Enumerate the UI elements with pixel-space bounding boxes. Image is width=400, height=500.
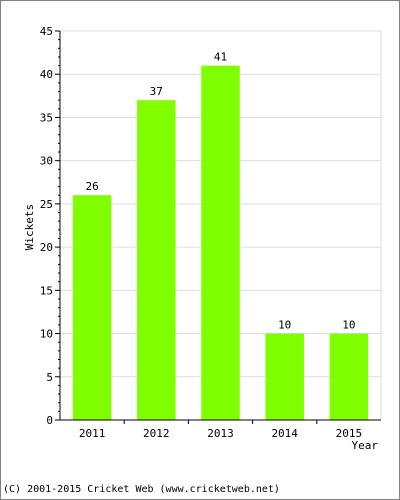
x-tick-label: 2014 <box>271 427 298 440</box>
bar <box>72 195 112 420</box>
y-tick-label: 5 <box>46 371 53 384</box>
y-axis-label: Wickets <box>23 204 36 250</box>
data-label: 10 <box>278 319 291 332</box>
x-tick-label: 2012 <box>143 427 170 440</box>
labels: 0 5 10 15 20 25 30 35 40 45 26 2011 37 2012 41 2013 10 20… <box>40 25 362 440</box>
data-label: 26 <box>85 180 98 193</box>
bar <box>201 65 240 421</box>
y-tick-label: 40 <box>40 68 53 81</box>
bar <box>137 100 176 421</box>
data-label: 37 <box>150 85 163 98</box>
y-tick-label: 20 <box>40 241 53 254</box>
x-tick-label: 2013 <box>207 427 234 440</box>
grid-lines <box>60 30 382 420</box>
data-label: 41 <box>214 51 227 64</box>
y-tick-label: 15 <box>40 284 53 297</box>
bar <box>265 333 304 420</box>
y-tick-label: 35 <box>40 111 53 124</box>
y-tick-label: 30 <box>40 155 53 168</box>
y-tick-label: 25 <box>40 198 53 211</box>
bar <box>329 333 369 420</box>
x-axis-label: Year <box>352 439 379 452</box>
data-label: 10 <box>342 319 355 332</box>
bars <box>72 65 369 421</box>
y-tick-label: 10 <box>40 328 53 341</box>
copyright-footer: (C) 2001-2015 Cricket Web (www.cricketwe… <box>3 484 280 495</box>
y-tick-label: 0 <box>46 414 53 427</box>
y-tick-label: 45 <box>40 25 53 38</box>
x-tick-label: 2011 <box>79 427 106 440</box>
x-tick-label: 2015 <box>336 427 363 440</box>
axes <box>55 30 381 424</box>
